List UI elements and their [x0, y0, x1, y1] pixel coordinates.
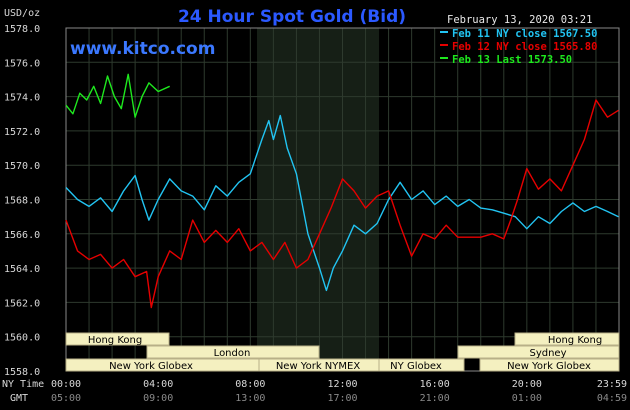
y-tick-label: 1564.0 [4, 264, 40, 275]
y-tick-label: 1570.0 [4, 161, 40, 172]
market-label-hong-kong-2: Hong Kong [548, 335, 602, 346]
y-axis-label: USD/oz [4, 8, 40, 19]
legend-entry-feb12: Feb 12 NY close 1565.80 [452, 41, 597, 53]
legend-swatch-feb13 [440, 57, 448, 59]
market-label-ny-globex: NY Globex [390, 361, 442, 372]
market-bar-ny-globex [378, 358, 465, 372]
legend-entry-feb13: Feb 13 Last 1573.50 [452, 54, 572, 66]
x-tick-label-gmt: 21:00 [420, 393, 450, 404]
legend-entry-feb11: Feb 11 NY close 1567.50 [452, 28, 597, 40]
chart-title: 24 Hour Spot Gold (Bid) [178, 7, 406, 27]
timestamp: February 13, 2020 03:21 [447, 14, 592, 26]
market-label-london: London [214, 348, 251, 359]
market-bar-hong-kong-1 [65, 332, 170, 346]
x-tick-label-ny: 20:00 [512, 379, 542, 390]
x-tick-label-ny: 08:00 [235, 379, 265, 390]
legend-swatch-feb11 [440, 31, 448, 33]
x-tick-label-gmt: 05:00 [51, 393, 81, 404]
y-tick-label: 1566.0 [4, 230, 40, 241]
market-bar-sydney [457, 345, 620, 359]
x-tick-label-gmt: 17:00 [327, 393, 357, 404]
x-tick-label-gmt: 09:00 [143, 393, 173, 404]
y-tick-label: 1572.0 [4, 127, 40, 138]
ny-time-label: NY Time [2, 379, 44, 390]
x-tick-label-gmt: 01:00 [512, 393, 542, 404]
x-tick-label-ny: 04:00 [143, 379, 173, 390]
x-tick-label-gmt: 04:59 [597, 393, 627, 404]
market-sessions: Hong Kong London New York Globex New Yor… [65, 332, 620, 372]
x-tick-label-gmt: 13:00 [235, 393, 265, 404]
x-tick-label-ny: 12:00 [327, 379, 357, 390]
legend: Feb 11 NY close 1567.50 Feb 12 NY close … [440, 28, 597, 66]
y-tick-label: 1568.0 [4, 196, 40, 207]
y-tick-label: 1560.0 [4, 333, 40, 344]
market-label-new-york-nymex: New York NYMEX [276, 361, 361, 372]
y-tick-label: 1558.0 [4, 367, 40, 378]
series-line-feb13 [65, 73, 170, 118]
price-series [65, 73, 619, 309]
market-bar-hong-kong-2 [514, 332, 620, 346]
y-tick-label: 1574.0 [4, 93, 40, 104]
x-tick-label-ny: 23:59 [597, 379, 627, 390]
y-tick-label: 1562.0 [4, 298, 40, 309]
series-line-feb12 [65, 99, 619, 309]
y-tick-label: 1578.0 [4, 24, 40, 35]
y-axis-ticks: 1578.0 1576.0 1574.0 1572.0 1570.0 1568.0 1566… [4, 24, 40, 378]
series-line-feb11 [65, 114, 619, 292]
market-label-hong-kong-1: Hong Kong [88, 335, 142, 346]
legend-swatch-feb12 [440, 44, 448, 46]
gmt-label: GMT [10, 393, 28, 404]
x-tick-label-ny: 00:00 [51, 379, 81, 390]
brand-url: www.kitco.com [70, 39, 215, 59]
market-label-new-york-globex-2: New York Globex [507, 361, 591, 372]
market-bar-london [146, 345, 320, 359]
market-label-sydney: Sydney [529, 348, 566, 359]
x-axis-ticks: 00:00 05:00 04:00 09:00 08:00 13:00 12:00 17:00… [51, 379, 627, 404]
y-tick-label: 1576.0 [4, 58, 40, 69]
market-label-new-york-globex-1: New York Globex [109, 361, 193, 372]
market-bar-new-york-globex-2 [479, 358, 620, 372]
x-tick-label-ny: 16:00 [420, 379, 450, 390]
